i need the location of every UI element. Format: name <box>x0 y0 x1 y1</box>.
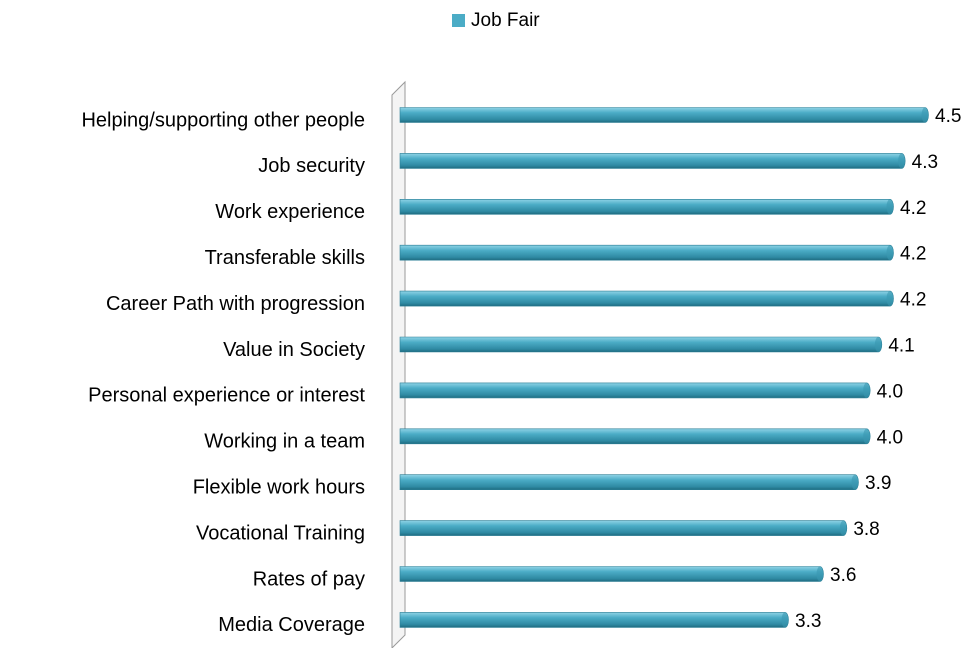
y-tick-label: Personal experience or interest <box>88 385 365 407</box>
data-label: 4.5 <box>935 106 961 127</box>
y-tick-label: Job security <box>258 155 365 177</box>
bar-cap <box>886 245 894 261</box>
bar <box>399 520 848 536</box>
bar-cap <box>816 566 824 582</box>
bar <box>399 107 929 123</box>
bar <box>399 612 789 628</box>
bar <box>399 244 894 261</box>
y-tick-label: Flexible work hours <box>193 476 365 498</box>
bar <box>399 382 871 399</box>
data-label: 4.3 <box>912 152 938 173</box>
bar <box>399 474 859 490</box>
bar-cap <box>886 199 894 215</box>
bar <box>399 428 871 445</box>
bar-cap <box>921 107 929 123</box>
data-label: 4.2 <box>900 244 926 265</box>
y-tick-label: Transferable skills <box>205 247 365 269</box>
y-tick-label: Value in Society <box>223 339 365 361</box>
data-label: 4.1 <box>888 336 914 357</box>
bar <box>399 290 894 307</box>
y-tick-label: Work experience <box>215 201 365 223</box>
bar-cap <box>863 382 871 398</box>
bar-cap <box>839 520 847 536</box>
data-label: 3.9 <box>865 473 891 494</box>
bar <box>399 566 824 582</box>
bar <box>399 153 906 169</box>
y-tick-label: Career Path with progression <box>106 293 365 315</box>
bar <box>399 199 894 215</box>
data-label: 4.0 <box>877 427 903 448</box>
legend-swatch <box>452 14 465 27</box>
bar-cap <box>874 337 882 352</box>
data-label: 4.2 <box>900 290 926 311</box>
data-label: 3.6 <box>830 565 856 586</box>
data-label: 4.2 <box>900 198 926 219</box>
axis-wall <box>391 80 406 648</box>
data-label: 3.8 <box>853 519 879 540</box>
bar-cap <box>863 428 871 444</box>
y-tick-label: Working in a team <box>204 431 365 453</box>
data-label: 4.0 <box>877 381 903 402</box>
bar-cap <box>781 612 789 628</box>
y-tick-label: Helping/supporting other people <box>81 109 365 131</box>
bar-cap <box>898 153 906 169</box>
bar-cap <box>851 474 859 490</box>
data-label: 3.3 <box>795 611 821 632</box>
bar-cap <box>886 291 894 307</box>
y-tick-label: Rates of pay <box>253 568 365 590</box>
y-tick-label: Media Coverage <box>218 614 365 636</box>
bar <box>399 336 883 353</box>
legend-label: Job Fair <box>471 10 540 31</box>
y-tick-label: Vocational Training <box>196 522 365 544</box>
